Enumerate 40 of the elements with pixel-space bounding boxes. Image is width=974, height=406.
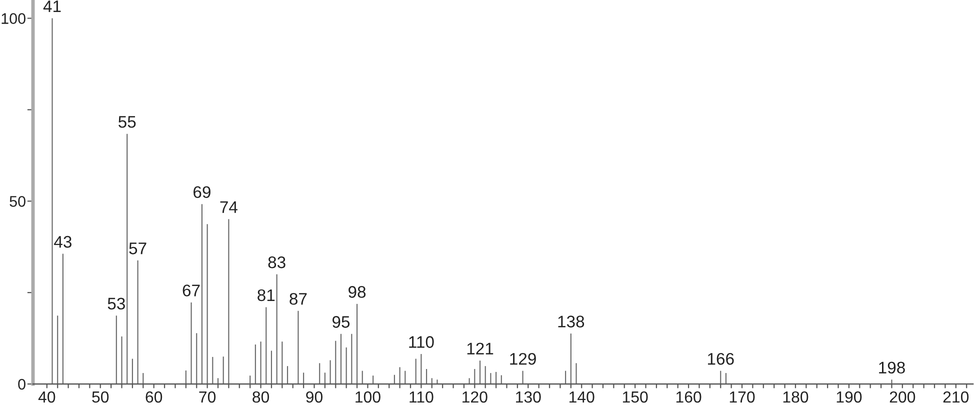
y-tick-label: 0 — [18, 378, 26, 390]
annotation: 83 — [268, 256, 286, 268]
annotation: 81 — [258, 289, 275, 302]
x-tick-label: 50 — [92, 391, 109, 403]
x-tick-label: 80 — [252, 391, 270, 403]
x-tick-label: 90 — [306, 391, 323, 403]
annotation: 74 — [220, 201, 238, 213]
annotation: 198 — [879, 362, 905, 374]
x-tick-label: 40 — [38, 391, 56, 403]
x-tick-label: 130 — [516, 391, 541, 403]
annotation: 55 — [118, 116, 136, 128]
x-tick-label: 180 — [783, 391, 808, 403]
annotation: 43 — [54, 236, 72, 248]
y-tick-label: 50 — [10, 196, 26, 207]
annotation: 69 — [194, 186, 210, 198]
annotation: 129 — [510, 352, 536, 365]
x-tick-label: 190 — [836, 391, 862, 403]
annotation: 121 — [467, 342, 494, 354]
annotation: 57 — [129, 242, 146, 254]
annotation: 166 — [708, 352, 734, 365]
annotation: 67 — [182, 284, 200, 296]
annotation: 110 — [409, 336, 434, 348]
annotation: 138 — [558, 316, 584, 328]
annotation: 98 — [348, 286, 366, 298]
x-tick-label: 70 — [199, 391, 216, 403]
x-tick-label: 110 — [410, 391, 434, 403]
annotation: 41 — [43, 0, 61, 12]
x-tick-label: 120 — [462, 391, 488, 403]
y-tick-label: 100 — [2, 13, 26, 24]
x-tick-label: 200 — [890, 391, 916, 403]
x-tick-label: 140 — [569, 391, 594, 403]
x-tick-label: 100 — [356, 391, 380, 403]
annotation: 53 — [108, 298, 125, 310]
x-tick-label: 210 — [943, 391, 969, 403]
x-tick-label: 160 — [676, 391, 702, 403]
annotation: 87 — [290, 292, 307, 305]
annotation: 95 — [332, 316, 350, 328]
x-tick-label: 170 — [730, 391, 755, 403]
x-tick-label: 60 — [146, 391, 162, 403]
x-tick-label: 150 — [622, 391, 648, 403]
